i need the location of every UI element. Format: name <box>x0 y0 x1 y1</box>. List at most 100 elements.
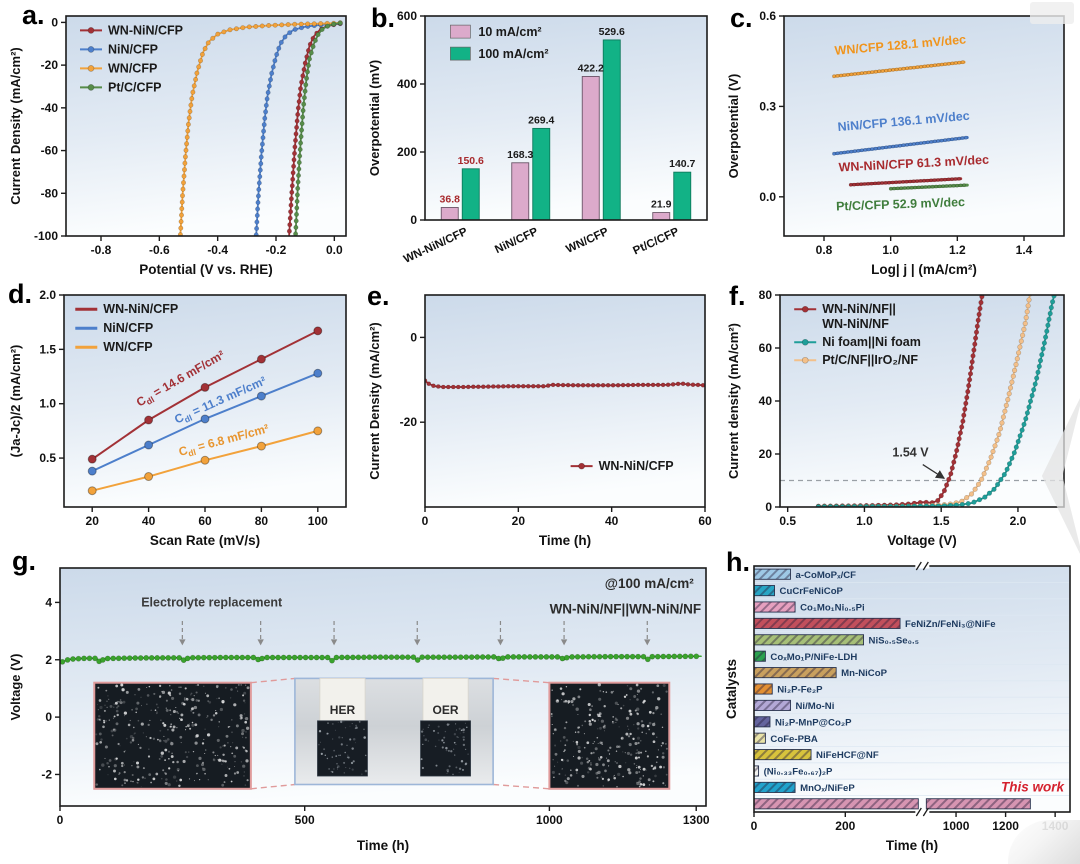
chart-d-canvas: 20 40 60 80 100 0.5 1.0 1.5 2.0 Scan Rate (mV/s) (… <box>8 288 347 548</box>
svg-text:Co₁Mo₁Ni₀.₅Pi: Co₁Mo₁Ni₀.₅Pi <box>800 603 865 614</box>
svg-text:NiS₀.₅Se₀.₅: NiS₀.₅Se₀.₅ <box>869 635 920 646</box>
svg-text:0.5: 0.5 <box>779 514 796 528</box>
svg-text:150.6: 150.6 <box>458 155 484 167</box>
svg-text:Electrolyte replacement: Electrolyte replacement <box>141 596 283 610</box>
svg-text:Voltage (V): Voltage (V) <box>8 654 23 721</box>
panel-letter-f: f. <box>729 281 746 311</box>
svg-text:Time (h): Time (h) <box>357 838 409 853</box>
svg-text:WN-NiN/NF||: WN-NiN/NF|| <box>822 302 896 316</box>
chart-a-canvas: -0.8 -0.6 -0.4 -0.2 0.0 0 -20 -40 -60 -80 -100 Pote… <box>8 15 347 277</box>
svg-text:0.0: 0.0 <box>326 243 343 257</box>
svg-text:-0.6: -0.6 <box>149 243 170 257</box>
svg-text:-40: -40 <box>41 101 59 115</box>
svg-text:0: 0 <box>57 813 64 827</box>
panel-g: HER OER 0 500 1000 1300 -2 0 2 4 Time (h) Voltage (… <box>4 556 720 858</box>
svg-text:40: 40 <box>605 514 619 528</box>
svg-text:0.8: 0.8 <box>816 243 833 257</box>
svg-text:Voltage (V): Voltage (V) <box>887 533 957 548</box>
panel-letter-a: a. <box>22 0 45 30</box>
svg-text:WN/CFP: WN/CFP <box>564 226 610 256</box>
svg-text:Pt/C/CFP: Pt/C/CFP <box>108 80 161 94</box>
svg-text:WN/CFP: WN/CFP <box>103 340 152 354</box>
svg-text:60: 60 <box>198 514 212 528</box>
svg-text:-20: -20 <box>400 415 418 429</box>
svg-text:0.6: 0.6 <box>759 9 776 23</box>
svg-text:269.4: 269.4 <box>528 114 554 126</box>
svg-text:500: 500 <box>295 813 315 827</box>
panel-letter-b: b. <box>371 3 395 33</box>
svg-text:WN/CFP: WN/CFP <box>108 61 157 75</box>
chart-e-canvas: 0 20 40 60 0 -20 Time (h) Current Density (mA/c… <box>367 294 712 548</box>
svg-text:1.5: 1.5 <box>933 514 950 528</box>
svg-text:140.7: 140.7 <box>669 158 695 170</box>
svg-text:Ni foam||Ni foam: Ni foam||Ni foam <box>822 335 921 349</box>
svg-text:Pt/C/NF||IrO₂/NF: Pt/C/NF||IrO₂/NF <box>822 353 918 367</box>
svg-text:1300: 1300 <box>683 813 710 827</box>
svg-text:HER: HER <box>330 703 356 717</box>
svg-text:Overpotential (mV): Overpotential (mV) <box>367 60 382 176</box>
svg-text:Current Density (mA/cm²): Current Density (mA/cm²) <box>367 322 382 479</box>
svg-text:60: 60 <box>759 341 773 355</box>
panel-a: -0.8 -0.6 -0.4 -0.2 0.0 0 -20 -40 -60 -80 -100 Pote… <box>4 2 360 282</box>
svg-text:1.2: 1.2 <box>949 243 966 257</box>
chart-g-canvas: HER OER 0 500 1000 1300 -2 0 2 4 Time (h) Voltage (… <box>8 567 710 853</box>
svg-text:Time (h): Time (h) <box>539 533 591 548</box>
chart-h-canvas: a-CoMoPₓ/CF CuCrFeNiCoP Co₁Mo₁Ni₀.₅Pi FeNiZ… <box>724 561 1071 853</box>
panel-letter-g: g. <box>12 546 36 576</box>
panel-d: 20 40 60 80 100 0.5 1.0 1.5 2.0 Scan Rate (mV/s) (… <box>4 283 360 553</box>
svg-text:40: 40 <box>142 514 156 528</box>
chart-b-canvas: 36.8 150.6 WN-NiN/CFP 168.3 269.4 NiN/CFP 422.… <box>367 9 708 266</box>
svg-text:600: 600 <box>397 9 417 23</box>
svg-text:200: 200 <box>397 145 417 159</box>
panel-b: 36.8 150.6 WN-NiN/CFP 168.3 269.4 NiN/CFP 422.… <box>363 2 719 282</box>
svg-text:OER: OER <box>433 703 459 717</box>
svg-text:10 mA/cm²: 10 mA/cm² <box>478 25 541 39</box>
svg-text:Log| j | (mA/cm²): Log| j | (mA/cm²) <box>871 262 977 277</box>
svg-text:FeNiZn/FeNi₃@NiFe: FeNiZn/FeNi₃@NiFe <box>905 619 996 630</box>
chart-c-canvas: 0.8 1.0 1.2 1.4 0.0 0.3 0.6 Log| j | (mA/cm²) Ov… <box>726 9 1065 277</box>
svg-text:Ni₂P-Fe₂P: Ni₂P-Fe₂P <box>777 685 823 696</box>
svg-text:1.0: 1.0 <box>856 514 873 528</box>
svg-text:CoₓMo₁P/NiFe-LDH: CoₓMo₁P/NiFe-LDH <box>770 652 857 663</box>
svg-text:1000: 1000 <box>536 813 563 827</box>
svg-text:Potential (V vs. RHE): Potential (V vs. RHE) <box>139 262 273 277</box>
chart-f-canvas: 0.5 1.0 1.5 2.0 0 20 40 60 80 Voltage (V) Current … <box>726 288 1065 548</box>
svg-text:Time (h): Time (h) <box>886 838 938 853</box>
svg-text:2.0: 2.0 <box>1010 514 1027 528</box>
svg-text:a-CoMoPₓ/CF: a-CoMoPₓ/CF <box>796 570 857 581</box>
svg-text:0: 0 <box>751 819 758 833</box>
svg-text:20: 20 <box>86 514 100 528</box>
svg-text:0: 0 <box>765 500 772 514</box>
svg-text:100 mA/cm²: 100 mA/cm² <box>478 47 548 61</box>
svg-text:MnOₓ/NiFeP: MnOₓ/NiFeP <box>800 783 855 794</box>
svg-text:Mn-NiCoP: Mn-NiCoP <box>841 668 887 679</box>
svg-text:0: 0 <box>51 15 58 29</box>
svg-text:WN-NiN/CFP: WN-NiN/CFP <box>108 23 183 37</box>
svg-text:60: 60 <box>698 514 712 528</box>
svg-text:0.5: 0.5 <box>39 451 56 465</box>
svg-text:36.8: 36.8 <box>440 193 461 205</box>
svg-text:529.6: 529.6 <box>599 26 625 38</box>
scan-artifact-top <box>1030 2 1074 24</box>
svg-text:WN-NiN/CFP: WN-NiN/CFP <box>402 226 470 266</box>
svg-text:WN-NiN/CFP: WN-NiN/CFP <box>599 459 674 473</box>
svg-text:200: 200 <box>835 819 855 833</box>
svg-text:21.9: 21.9 <box>651 199 672 211</box>
svg-text:20: 20 <box>759 447 773 461</box>
svg-text:-80: -80 <box>41 186 59 200</box>
svg-text:Catalysts: Catalysts <box>724 659 739 719</box>
panel-e: 0 20 40 60 0 -20 Time (h) Current Density (mA/c… <box>363 283 719 553</box>
svg-text:NiN/CFP: NiN/CFP <box>493 226 540 256</box>
svg-text:Overpotential (V): Overpotential (V) <box>726 74 741 179</box>
svg-text:NiFeHCF@NF: NiFeHCF@NF <box>816 750 879 761</box>
svg-text:1.0: 1.0 <box>39 397 56 411</box>
svg-text:80: 80 <box>255 514 269 528</box>
svg-text:0: 0 <box>410 213 417 227</box>
svg-text:1.4: 1.4 <box>1016 243 1033 257</box>
svg-text:1000: 1000 <box>943 819 970 833</box>
svg-text:Ni/Mo-Ni: Ni/Mo-Ni <box>796 701 835 712</box>
svg-text:NiN/CFP: NiN/CFP <box>108 42 158 56</box>
panel-letter-e: e. <box>367 281 390 311</box>
svg-text:Scan Rate (mV/s): Scan Rate (mV/s) <box>150 533 260 548</box>
